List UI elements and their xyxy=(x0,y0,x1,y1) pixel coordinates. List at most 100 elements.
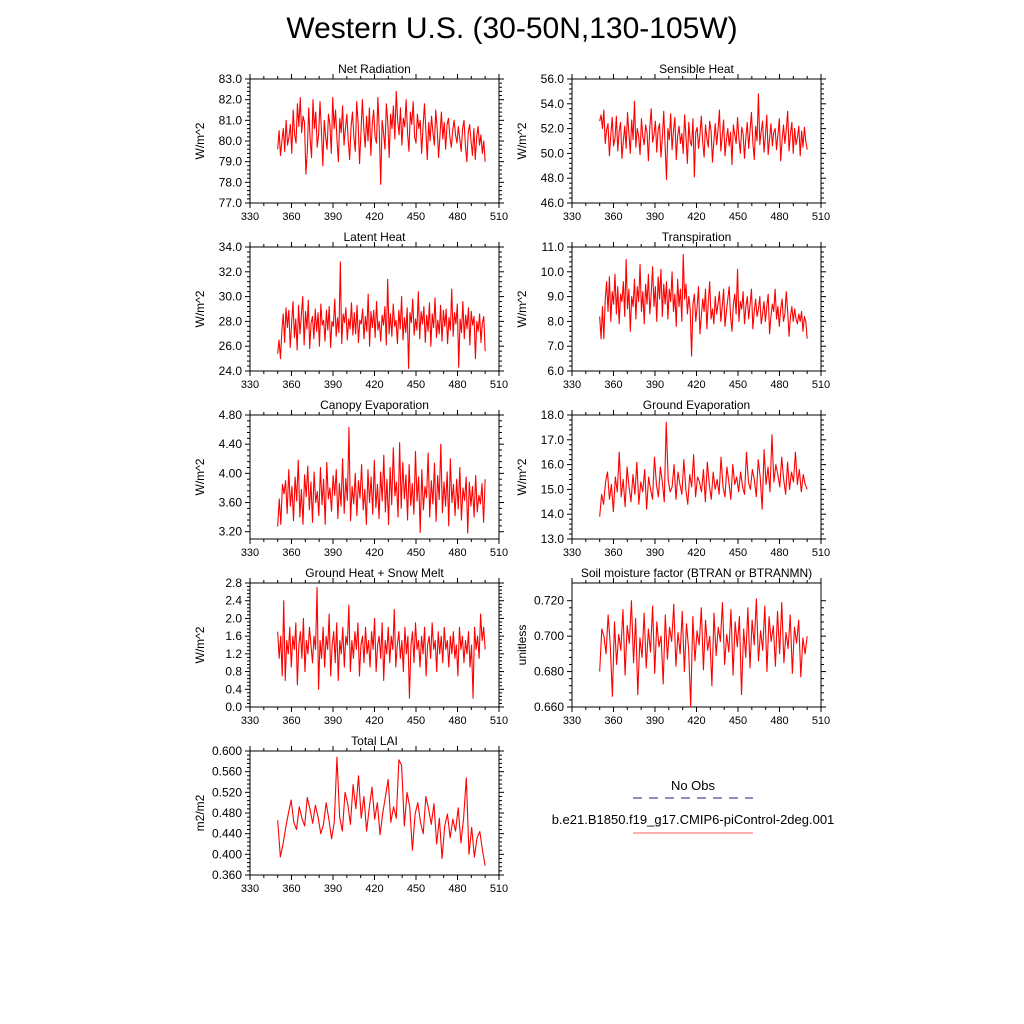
y-tick-label: 0.680 xyxy=(534,665,564,679)
x-tick-label: 360 xyxy=(282,379,300,391)
x-tick-label: 510 xyxy=(490,883,508,895)
y-tick-label: 34.0 xyxy=(219,240,243,254)
x-tick-label: 480 xyxy=(770,211,788,223)
y-tick-label: 7.0 xyxy=(547,339,564,353)
panel-1: Net Radiation W/m^2 330 360 390 420 450 480 510 7… xyxy=(193,62,508,223)
y-tick-label: 0.360 xyxy=(212,868,242,882)
x-tick-label: 420 xyxy=(365,379,383,391)
series-line-1 xyxy=(277,756,486,866)
y-tick-label: 26.0 xyxy=(219,339,243,353)
panel-title: Ground Heat + Snow Melt xyxy=(305,566,444,580)
x-tick-label: 390 xyxy=(646,211,664,223)
y-tick-label: 32.0 xyxy=(219,265,243,279)
y-tick-label: 4.40 xyxy=(219,437,243,451)
panel-3: Latent Heat W/m^2 330 360 390 420 450 480 510 24.… xyxy=(193,230,508,391)
y-tick-label: 0.700 xyxy=(534,629,564,643)
x-tick-label: 390 xyxy=(324,883,342,895)
x-tick-label: 390 xyxy=(324,379,342,391)
y-tick-label: 3.20 xyxy=(219,525,243,539)
y-tick-label: 4.80 xyxy=(219,408,243,422)
x-tick-label: 450 xyxy=(407,883,425,895)
y-tick-label: 2.4 xyxy=(225,594,242,608)
x-tick-label: 450 xyxy=(729,547,747,559)
x-tick-label: 330 xyxy=(241,883,259,895)
y-tick-label: 1.2 xyxy=(225,647,242,661)
y-tick-label: 0.560 xyxy=(212,765,242,779)
x-tick-label: 390 xyxy=(324,547,342,559)
x-tick-label: 480 xyxy=(448,211,466,223)
y-tick-label: 11.0 xyxy=(542,240,565,254)
x-tick-label: 330 xyxy=(563,379,581,391)
y-axis-label: m2/m2 xyxy=(193,794,207,831)
x-tick-label: 420 xyxy=(687,379,705,391)
panel-5: Canopy Evaporation W/m^2 330 360 390 420 450 48… xyxy=(193,398,508,559)
legend: No Obs b.e21.B1850.f19_g17.CMIP6-piContr… xyxy=(520,778,866,846)
panel-6: Ground Evaporation W/m^2 330 360 390 420 450 48… xyxy=(515,398,830,559)
panel-title: Total LAI xyxy=(351,734,398,748)
y-tick-label: 54.0 xyxy=(541,97,565,111)
panel-title: Sensible Heat xyxy=(659,62,734,76)
panel-8: Soil moisture factor (BTRAN or BTRANMN) u… xyxy=(515,566,830,727)
panel-title: Transpiration xyxy=(662,230,732,244)
y-axis-label: W/m^2 xyxy=(515,122,529,159)
x-tick-label: 330 xyxy=(241,715,259,727)
y-axis-label: W/m^2 xyxy=(193,122,207,159)
x-tick-label: 480 xyxy=(770,547,788,559)
x-tick-label: 420 xyxy=(687,211,705,223)
y-tick-label: 0.480 xyxy=(212,806,242,820)
legend-case-swatch xyxy=(633,832,753,834)
x-tick-label: 450 xyxy=(407,211,425,223)
y-tick-label: 6.0 xyxy=(547,364,564,378)
x-tick-label: 480 xyxy=(770,379,788,391)
y-tick-label: 0.720 xyxy=(534,594,564,608)
x-tick-label: 510 xyxy=(812,379,830,391)
x-tick-label: 390 xyxy=(646,547,664,559)
y-tick-label: 80.0 xyxy=(219,134,243,148)
x-tick-label: 330 xyxy=(563,547,581,559)
y-tick-label: 0.440 xyxy=(212,827,242,841)
panel-2: Sensible Heat W/m^2 330 360 390 420 450 480 510 4… xyxy=(515,62,830,223)
y-tick-label: 79.0 xyxy=(219,155,243,169)
x-tick-label: 510 xyxy=(812,547,830,559)
panel-title: Soil moisture factor (BTRAN or BTRANMN) xyxy=(581,566,812,580)
x-tick-label: 330 xyxy=(241,379,259,391)
y-tick-label: 28.0 xyxy=(219,314,243,328)
series-line-1 xyxy=(599,598,808,708)
x-tick-label: 420 xyxy=(687,715,705,727)
x-tick-label: 450 xyxy=(407,379,425,391)
x-tick-label: 420 xyxy=(365,715,383,727)
y-tick-label: 0.520 xyxy=(212,785,242,799)
x-tick-label: 390 xyxy=(646,379,664,391)
x-tick-label: 480 xyxy=(448,715,466,727)
y-tick-label: 13.0 xyxy=(541,532,565,546)
y-tick-label: 24.0 xyxy=(219,364,243,378)
plot-frame xyxy=(249,246,500,372)
panel-4: Transpiration W/m^2 330 360 390 420 450 480 510 6… xyxy=(515,230,830,391)
y-tick-label: 56.0 xyxy=(541,72,565,86)
series-line-1 xyxy=(599,421,808,517)
x-tick-label: 360 xyxy=(604,547,622,559)
panel-title: Ground Evaporation xyxy=(643,398,750,412)
series-line-1 xyxy=(599,253,808,357)
y-axis-label: unitless xyxy=(515,625,529,666)
x-tick-label: 420 xyxy=(365,547,383,559)
y-tick-label: 18.0 xyxy=(541,408,565,422)
y-tick-label: 14.0 xyxy=(541,507,565,521)
y-tick-label: 77.0 xyxy=(219,196,243,210)
x-tick-label: 510 xyxy=(490,379,508,391)
y-tick-label: 46.0 xyxy=(541,196,565,210)
y-tick-label: 9.0 xyxy=(547,290,564,304)
x-tick-label: 510 xyxy=(490,547,508,559)
page-title: Western U.S. (30-50N,130-105W) xyxy=(286,12,738,45)
panel-7: Ground Heat + Snow Melt W/m^2 330 360 390 420… xyxy=(193,566,508,727)
x-tick-label: 390 xyxy=(324,211,342,223)
panel-title: Net Radiation xyxy=(338,62,411,76)
x-tick-label: 360 xyxy=(604,379,622,391)
y-tick-label: 4.00 xyxy=(219,466,243,480)
y-tick-label: 0.0 xyxy=(225,700,242,714)
y-tick-label: 0.8 xyxy=(225,665,242,679)
panel-title: Latent Heat xyxy=(343,230,406,244)
x-tick-label: 360 xyxy=(604,211,622,223)
y-tick-label: 3.60 xyxy=(219,496,243,510)
y-tick-label: 0.600 xyxy=(212,744,242,758)
